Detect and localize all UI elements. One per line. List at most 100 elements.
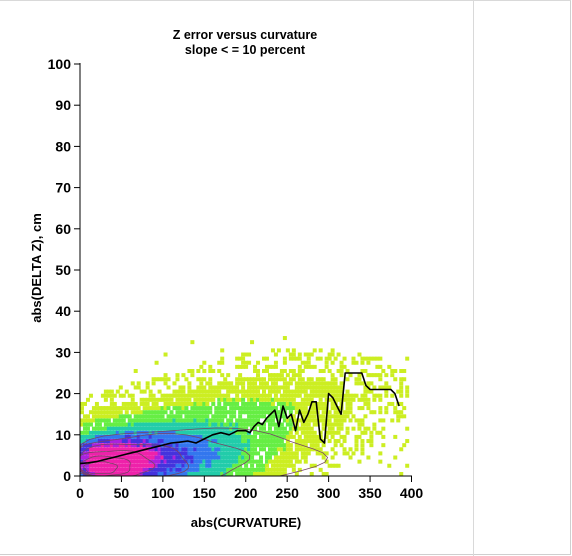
heatmap-cell — [247, 381, 252, 386]
heatmap-cell — [121, 472, 126, 476]
heatmap-cell — [294, 389, 299, 394]
heatmap-cell — [259, 393, 264, 398]
heatmap-cell — [312, 393, 317, 398]
heatmap-cell — [100, 447, 105, 452]
heatmap-cell — [133, 447, 138, 452]
heatmap-cell — [208, 447, 213, 452]
heatmap-cell — [399, 401, 404, 406]
heatmap-cell — [339, 443, 344, 448]
heatmap-cell — [157, 447, 162, 452]
heatmap-cell — [139, 467, 144, 472]
heatmap-cell — [145, 459, 150, 464]
heatmap-cell — [145, 451, 150, 456]
heatmap-cell — [333, 439, 338, 444]
heatmap-cell — [330, 434, 335, 439]
heatmap-cell — [300, 377, 305, 382]
heatmap-cell — [238, 406, 243, 411]
heatmap-cell — [190, 459, 195, 464]
heatmap-cell — [306, 385, 311, 390]
heatmap-cell — [181, 401, 186, 406]
heatmap-cell — [193, 443, 198, 448]
heatmap-cell — [97, 430, 102, 435]
heatmap-cell — [276, 377, 281, 382]
heatmap-cell — [378, 377, 383, 382]
heatmap-cell — [235, 401, 240, 406]
heatmap-cell — [390, 401, 395, 406]
heatmap-cell — [375, 364, 380, 369]
heatmap-cell — [136, 455, 141, 460]
heatmap-cell — [142, 467, 147, 472]
heatmap-cell — [211, 472, 216, 476]
heatmap-cell — [360, 406, 365, 411]
heatmap-cell — [318, 447, 323, 452]
heatmap-cell — [121, 401, 126, 406]
heatmap-cell — [181, 455, 186, 460]
heatmap-cell — [157, 397, 162, 402]
heatmap-cell — [229, 439, 234, 444]
heatmap-cell — [208, 467, 213, 472]
heatmap-cell — [127, 418, 132, 423]
heatmap-cell — [261, 393, 266, 398]
heatmap-cell — [297, 352, 302, 357]
heatmap-cell — [247, 459, 252, 464]
heatmap-cell — [261, 401, 266, 406]
heatmap-cell — [226, 385, 231, 390]
heatmap-cell — [196, 443, 201, 448]
heatmap-cell — [106, 472, 111, 476]
heatmap-cell — [112, 426, 117, 431]
heatmap-cell — [285, 439, 290, 444]
heatmap-cell — [241, 377, 246, 382]
y-tick-label: 90 — [55, 97, 71, 113]
heatmap-cell — [91, 467, 96, 472]
heatmap-cell — [235, 472, 240, 476]
y-tick-label: 70 — [55, 180, 71, 196]
heatmap-cell — [106, 463, 111, 468]
heatmap-cell — [211, 422, 216, 427]
heatmap-cell — [276, 472, 281, 476]
heatmap-cell — [303, 406, 308, 411]
heatmap-cell — [288, 459, 293, 464]
heatmap-cell — [288, 352, 293, 357]
heatmap-cell — [202, 467, 207, 472]
heatmap-cell — [85, 397, 90, 402]
heatmap-cell — [229, 443, 234, 448]
heatmap-cell — [184, 406, 189, 411]
heatmap-cell — [178, 459, 183, 464]
heatmap-cell — [226, 447, 231, 452]
heatmap-cell — [199, 393, 204, 398]
heatmap-cell — [181, 422, 186, 427]
heatmap-cell — [244, 451, 249, 456]
heatmap-cell — [315, 389, 320, 394]
heatmap-cell — [118, 406, 123, 411]
heatmap-cell — [285, 418, 290, 423]
heatmap-cell — [366, 389, 371, 394]
heatmap-cell — [211, 443, 216, 448]
heatmap-cell — [205, 401, 210, 406]
heatmap-cell — [121, 443, 126, 448]
heatmap-cell — [297, 434, 302, 439]
heatmap-cell — [336, 430, 341, 435]
heatmap-cell — [333, 443, 338, 448]
heatmap-cell — [178, 385, 183, 390]
heatmap-cell — [291, 377, 296, 382]
heatmap-cell — [330, 422, 335, 427]
heatmap-cell — [139, 459, 144, 464]
heatmap-cell — [220, 426, 225, 431]
heatmap-cell — [378, 393, 383, 398]
heatmap-cell — [91, 414, 96, 419]
heatmap-cell — [148, 397, 153, 402]
heatmap-cell — [169, 472, 174, 476]
heatmap-cell — [309, 439, 314, 444]
heatmap-cell — [276, 463, 281, 468]
heatmap-cell — [291, 348, 296, 353]
heatmap-cell — [115, 418, 120, 423]
heatmap-cell — [166, 422, 171, 427]
heatmap-cell — [312, 385, 317, 390]
heatmap-cell — [288, 356, 293, 361]
heatmap-cell — [330, 348, 335, 353]
heatmap-cell — [372, 397, 377, 402]
heatmap-cell — [178, 410, 183, 415]
heatmap-cell — [154, 451, 159, 456]
heatmap-cell — [109, 472, 114, 476]
heatmap-cell — [80, 430, 84, 435]
